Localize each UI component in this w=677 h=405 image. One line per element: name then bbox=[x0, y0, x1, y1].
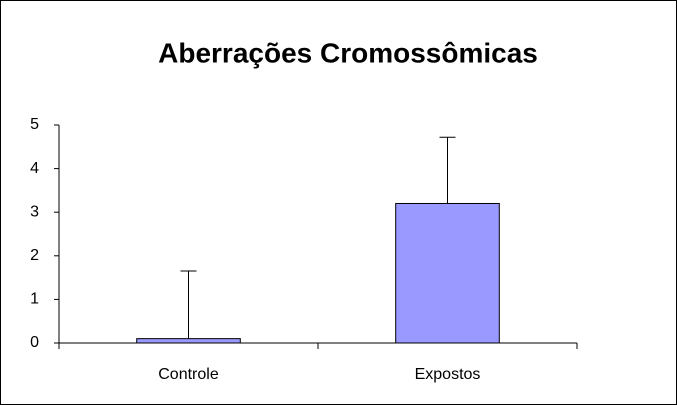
y-tick-label: 0 bbox=[30, 334, 39, 351]
y-tick-label: 2 bbox=[30, 247, 39, 264]
y-tick-label: 3 bbox=[30, 203, 39, 220]
y-tick-label: 1 bbox=[30, 291, 39, 308]
y-tick-label: 4 bbox=[30, 160, 39, 177]
bar bbox=[395, 202, 500, 344]
chart-title: Aberrações Cromossômicas bbox=[158, 37, 538, 68]
bar bbox=[136, 338, 241, 344]
y-tick-label: 5 bbox=[30, 116, 39, 133]
error-bar bbox=[439, 136, 456, 204]
x-tick-label: Expostos bbox=[415, 366, 481, 383]
error-bar bbox=[180, 270, 197, 339]
x-tick-label: Controle bbox=[158, 366, 219, 383]
